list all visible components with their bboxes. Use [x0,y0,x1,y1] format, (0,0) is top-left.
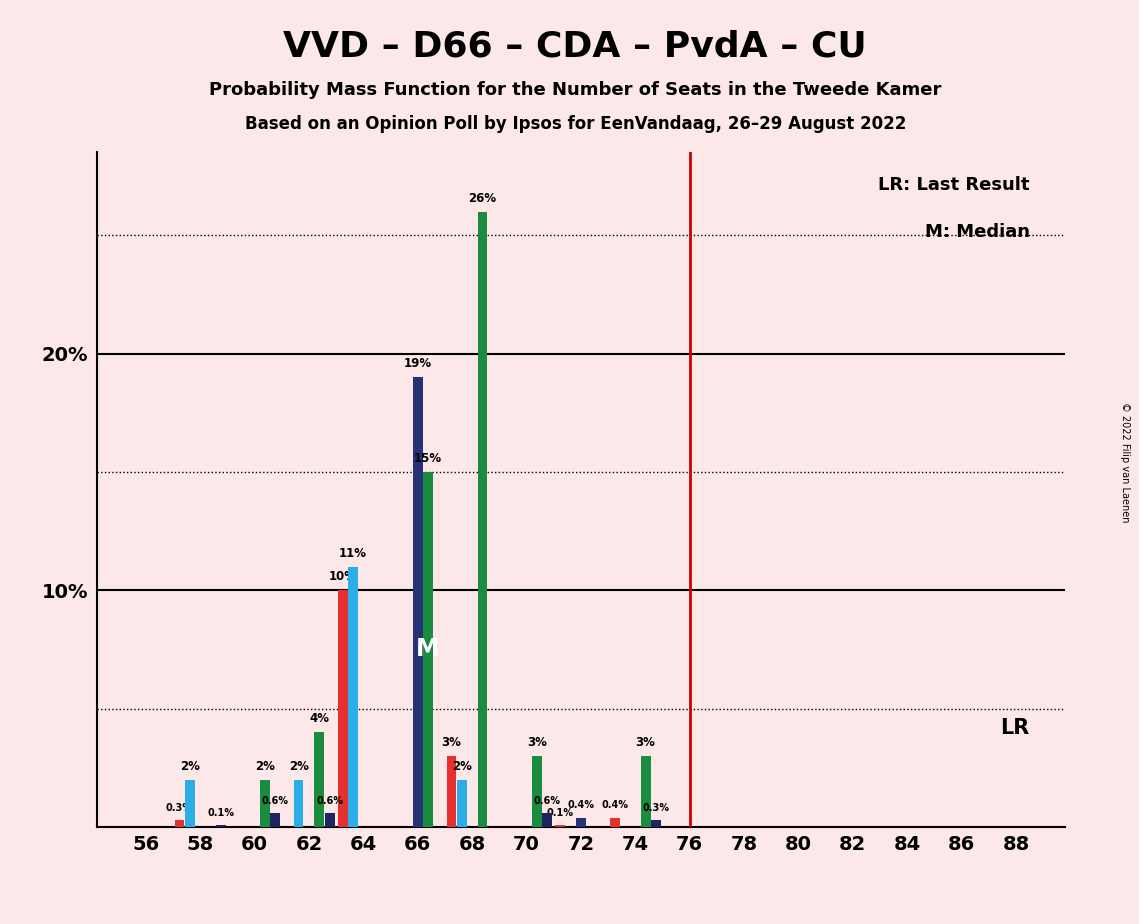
Bar [652,820,661,827]
Text: 11%: 11% [339,546,367,560]
Text: 2%: 2% [180,760,199,772]
Bar [216,824,226,827]
Bar [556,824,565,827]
Text: 2%: 2% [255,760,274,772]
Text: 3%: 3% [636,736,656,748]
Text: 26%: 26% [468,191,497,204]
Text: 0.6%: 0.6% [317,796,343,806]
Text: 10%: 10% [329,570,357,583]
Bar [446,756,457,827]
Bar [576,818,585,827]
Text: 0.1%: 0.1% [547,808,574,818]
Text: 0.4%: 0.4% [601,800,628,810]
Bar [314,733,325,827]
Bar [424,472,433,827]
Bar [260,780,270,827]
Bar [412,377,423,827]
Bar [338,590,347,827]
Bar [641,756,650,827]
Text: 3%: 3% [442,736,461,748]
Text: © 2022 Filip van Laenen: © 2022 Filip van Laenen [1121,402,1130,522]
Text: Probability Mass Function for the Number of Seats in the Tweede Kamer: Probability Mass Function for the Number… [210,81,941,99]
Bar [349,566,358,827]
Text: 0.4%: 0.4% [567,800,595,810]
Text: 0.6%: 0.6% [262,796,288,806]
Bar [477,212,487,827]
Text: LR: Last Result: LR: Last Result [878,176,1030,194]
Text: M: Median: M: Median [925,224,1030,241]
Text: 2%: 2% [452,760,472,772]
Text: 3%: 3% [527,736,547,748]
Bar [185,780,195,827]
Text: LR: LR [1000,718,1030,737]
Text: 2%: 2% [288,760,309,772]
Text: 0.3%: 0.3% [166,803,192,813]
Text: 4%: 4% [310,712,329,725]
Bar [609,818,620,827]
Bar [457,780,467,827]
Text: 0.1%: 0.1% [207,808,235,818]
Bar [325,813,335,827]
Bar [542,813,552,827]
Text: 0.3%: 0.3% [642,803,670,813]
Text: 15%: 15% [413,452,442,465]
Text: Based on an Opinion Poll by Ipsos for EenVandaag, 26–29 August 2022: Based on an Opinion Poll by Ipsos for Ee… [245,115,906,132]
Bar [270,813,280,827]
Text: 19%: 19% [403,358,432,371]
Text: 0.6%: 0.6% [534,796,560,806]
Bar [174,820,185,827]
Text: VVD – D66 – CDA – PvdA – CU: VVD – D66 – CDA – PvdA – CU [284,30,867,64]
Text: M: M [417,638,440,662]
Bar [532,756,542,827]
Bar [294,780,303,827]
